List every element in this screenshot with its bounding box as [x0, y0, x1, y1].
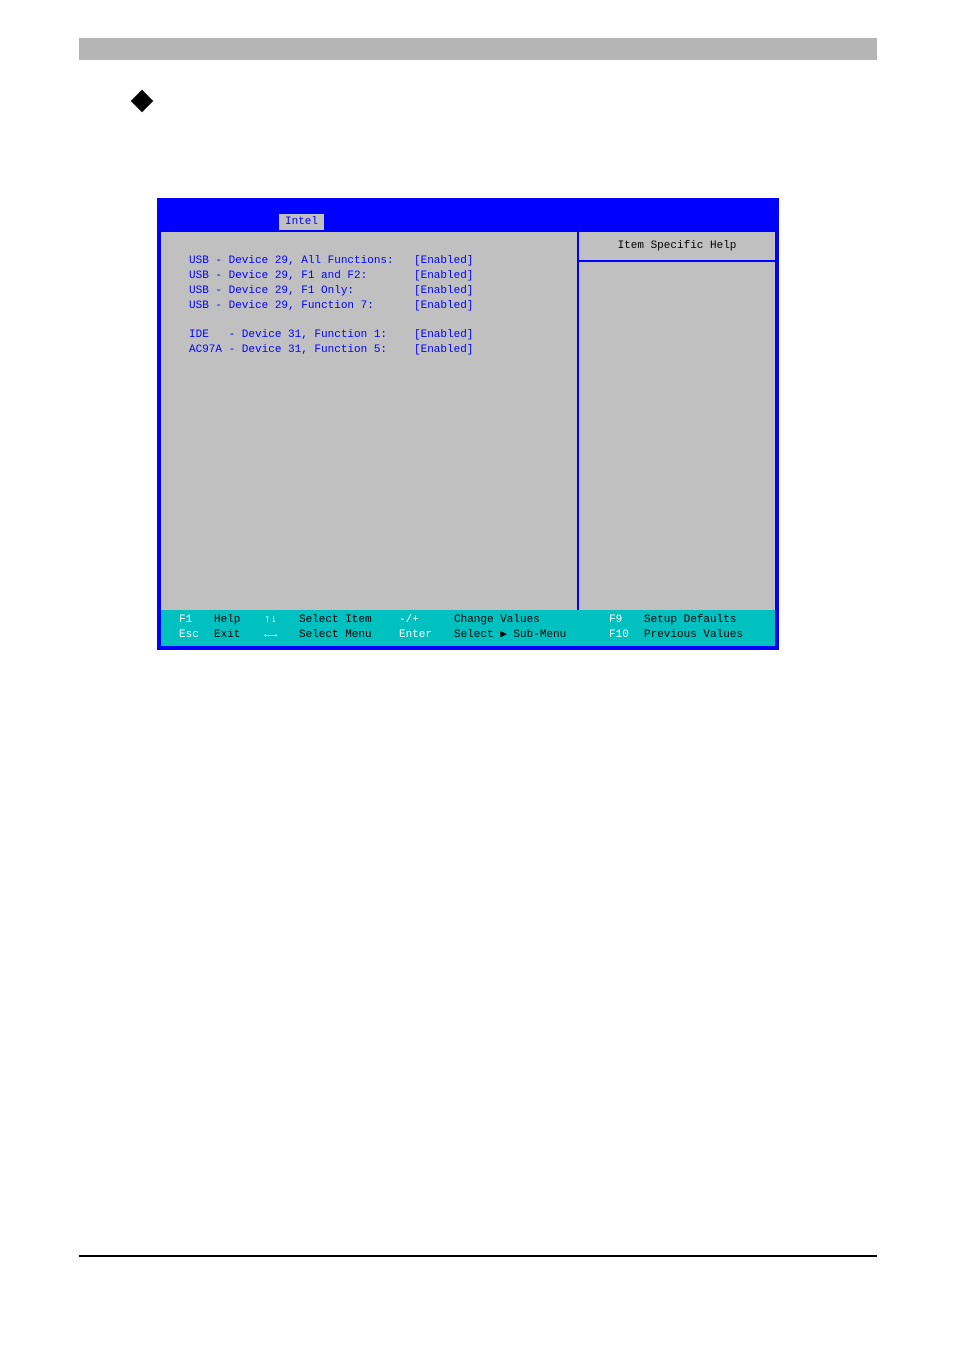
setting-row[interactable]: USB - Device 29, F1 and F2: [Enabled] [189, 269, 557, 284]
footer-action-setup-defaults: Setup Defaults [644, 613, 765, 628]
setting-value: [Enabled] [414, 328, 557, 343]
setting-value: [Enabled] [414, 343, 557, 358]
bios-window: Intel USB - Device 29, All Functions: [E… [157, 198, 779, 650]
bios-title: Intel [279, 214, 324, 230]
footer-key-f1: F1 [179, 613, 214, 628]
footer-key-f10: F10 [609, 628, 644, 643]
setting-row[interactable]: IDE - Device 31, Function 1: [Enabled] [189, 328, 557, 343]
footer-key-f9: F9 [609, 613, 644, 628]
setting-row[interactable]: USB - Device 29, All Functions: [Enabled… [189, 254, 557, 269]
footer-key-updown: ↑↓ [264, 613, 299, 628]
setting-label: IDE - Device 31, Function 1: [189, 328, 414, 343]
footer-action-select-item: Select Item [299, 613, 399, 628]
setting-label: AC97A - Device 31, Function 5: [189, 343, 414, 358]
bios-help-panel: Item Specific Help [579, 232, 775, 610]
footer-action-select-submenu: Select ▶ Sub-Menu [454, 628, 609, 643]
bios-body: USB - Device 29, All Functions: [Enabled… [161, 232, 775, 610]
setting-label: USB - Device 29, F1 Only: [189, 284, 414, 299]
bios-settings-panel: USB - Device 29, All Functions: [Enabled… [161, 232, 579, 610]
footer-key-esc: Esc [179, 628, 214, 643]
setting-row[interactable]: USB - Device 29, Function 7: [Enabled] [189, 299, 557, 314]
setting-value: [Enabled] [414, 284, 557, 299]
footer-action-previous-values: Previous Values [644, 628, 765, 643]
setting-row[interactable]: USB - Device 29, F1 Only: [Enabled] [189, 284, 557, 299]
setting-value: [Enabled] [414, 269, 557, 284]
footer-row: F1 Help ↑↓ Select Item -/+ Change Values… [179, 613, 765, 628]
setting-row[interactable]: AC97A - Device 31, Function 5: [Enabled] [189, 343, 557, 358]
setting-label: USB - Device 29, Function 7: [189, 299, 414, 314]
footer-action-change-values: Change Values [454, 613, 609, 628]
footer-key-enter: Enter [399, 628, 454, 643]
bios-header-bar [161, 202, 775, 212]
setting-value: [Enabled] [414, 299, 557, 314]
bottom-divider [79, 1255, 877, 1257]
footer-action-select-menu: Select Menu [299, 628, 399, 643]
setting-label: USB - Device 29, All Functions: [189, 254, 414, 269]
setting-label: USB - Device 29, F1 and F2: [189, 269, 414, 284]
top-gray-bar [79, 38, 877, 60]
bios-footer: F1 Help ↑↓ Select Item -/+ Change Values… [161, 610, 775, 646]
bios-title-bar: Intel [161, 212, 775, 232]
footer-action-exit: Exit [214, 628, 264, 643]
setting-value: [Enabled] [414, 254, 557, 269]
diamond-bullet-icon [131, 90, 154, 113]
footer-key-plusminus: -/+ [399, 613, 454, 628]
footer-action-help: Help [214, 613, 264, 628]
spacer [189, 314, 557, 328]
help-title: Item Specific Help [579, 232, 775, 262]
footer-key-leftright: ←→ [264, 628, 299, 643]
footer-row: Esc Exit ←→ Select Menu Enter Select ▶ S… [179, 628, 765, 643]
